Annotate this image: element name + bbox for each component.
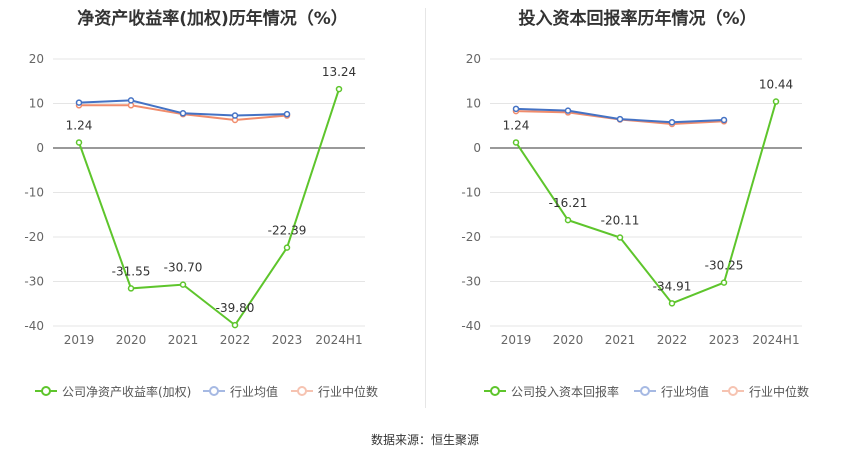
data-point xyxy=(75,139,83,146)
y-tick-label: -20 xyxy=(24,230,44,244)
roic-chart-panel: 投入资本回报率历年情况（%） 20 10 0 -10 -20 -30 -40 2019 2020… xyxy=(425,0,850,459)
y-tick-label: 10 xyxy=(29,97,44,111)
x-tick-label: 2024H1 xyxy=(315,333,362,347)
data-point xyxy=(335,85,343,93)
data-point xyxy=(616,115,624,123)
y-tick-label: -10 xyxy=(461,186,481,200)
y-tick-label: 0 xyxy=(36,141,44,155)
data-point xyxy=(668,300,676,307)
data-point xyxy=(668,118,676,126)
y-tick-label: 0 xyxy=(473,141,481,155)
roe-legend: 公司净资产收益率(加权) 行业均值 行业中位数 xyxy=(0,381,425,401)
x-tick-label: 2022 xyxy=(220,333,251,347)
data-point xyxy=(720,279,728,286)
data-point xyxy=(283,110,291,118)
y-tick-label: -20 xyxy=(461,230,481,244)
legend-line-marker-icon xyxy=(35,386,57,396)
legend-label: 公司投入资本回报率 xyxy=(511,384,620,399)
x-tick-label: 2020 xyxy=(116,333,147,347)
legend-label: 行业中位数 xyxy=(318,384,379,399)
legend-line-marker-icon xyxy=(722,386,744,396)
series-line-0 xyxy=(515,101,777,305)
data-point xyxy=(283,244,291,251)
data-point xyxy=(720,116,728,124)
legend-item-company[interactable]: 公司投入资本回报率 xyxy=(483,381,619,401)
data-point xyxy=(772,98,780,105)
legend-label: 行业中位数 xyxy=(749,384,810,399)
data-point xyxy=(179,110,187,117)
data-label: -22.39 xyxy=(268,224,307,238)
x-tick-label: 2023 xyxy=(709,333,740,347)
y-tick-label: 20 xyxy=(466,52,481,66)
data-point xyxy=(512,139,520,146)
y-tick-label: -30 xyxy=(24,275,44,289)
x-tick-label: 2020 xyxy=(553,333,584,347)
legend-line-marker-icon xyxy=(484,386,506,396)
data-point xyxy=(231,321,239,329)
data-label: 1.24 xyxy=(66,118,93,132)
data-label: -39.80 xyxy=(216,301,255,315)
data-label: -16.21 xyxy=(549,196,588,210)
roic-plot: 20 10 0 -10 -20 -30 -40 2019 2020 2021 2022 2023 202… xyxy=(461,52,802,347)
y-tick-label: 10 xyxy=(466,97,481,111)
data-point xyxy=(231,112,239,119)
y-tick-label: -40 xyxy=(24,319,44,333)
y-tick-label: 20 xyxy=(29,52,44,66)
data-point xyxy=(512,105,520,113)
data-point xyxy=(616,234,624,241)
data-label: -31.55 xyxy=(112,264,151,278)
x-tick-label: 2019 xyxy=(64,333,95,347)
legend-item-industry-median[interactable]: 行业中位数 xyxy=(721,381,809,401)
data-label: 13.24 xyxy=(322,65,356,79)
data-label: -30.25 xyxy=(705,259,744,273)
y-tick-label: -10 xyxy=(24,186,44,200)
x-tick-label: 2019 xyxy=(501,333,532,347)
legend-item-industry-mean[interactable]: 行业均值 xyxy=(202,381,278,401)
y-tick-label: -30 xyxy=(461,275,481,289)
data-label: -34.91 xyxy=(653,279,692,293)
data-point xyxy=(127,285,135,292)
legend-item-industry-median[interactable]: 行业中位数 xyxy=(290,381,378,401)
legend-label: 行业均值 xyxy=(661,384,710,399)
data-source: 数据来源：恒生聚源 xyxy=(370,433,479,447)
roe-chart-panel: 净资产收益率(加权)历年情况（%） 20 10 0 -10 -20 -30 -40 2019 2… xyxy=(0,9,425,401)
series-line-0 xyxy=(78,88,340,327)
legend-label: 行业均值 xyxy=(230,384,279,399)
chart-title: 投入资本回报率历年情况（%） xyxy=(518,9,757,29)
legend-item-company[interactable]: 公司净资产收益率(加权) xyxy=(34,381,191,401)
data-point xyxy=(75,99,83,106)
chart-title: 净资产收益率(加权)历年情况（%） xyxy=(77,9,348,29)
data-label: -30.70 xyxy=(164,261,203,275)
data-point xyxy=(179,281,187,288)
x-tick-label: 2024H1 xyxy=(752,333,799,347)
roe-plot: 20 10 0 -10 -20 -30 -40 2019 2020 2021 2022 2023 202… xyxy=(24,52,365,347)
data-point xyxy=(564,216,572,224)
legend-item-industry-mean[interactable]: 行业均值 xyxy=(633,381,709,401)
legend-label: 公司净资产收益率(加权) xyxy=(62,384,192,399)
legend-line-marker-icon xyxy=(203,386,225,396)
data-point xyxy=(564,107,572,114)
data-label: -20.11 xyxy=(601,213,640,227)
data-label: 1.24 xyxy=(503,118,530,132)
roic-legend: 公司投入资本回报率 行业均值 行业中位数 xyxy=(425,381,850,401)
x-tick-label: 2021 xyxy=(605,333,636,347)
y-tick-label: -40 xyxy=(461,319,481,333)
data-label: 10.44 xyxy=(759,78,793,92)
panel-divider xyxy=(425,8,426,408)
data-point xyxy=(127,97,135,104)
x-tick-label: 2021 xyxy=(168,333,199,347)
legend-line-marker-icon xyxy=(634,386,656,396)
legend-line-marker-icon xyxy=(291,386,313,396)
x-tick-label: 2022 xyxy=(657,333,688,347)
x-tick-label: 2023 xyxy=(272,333,303,347)
